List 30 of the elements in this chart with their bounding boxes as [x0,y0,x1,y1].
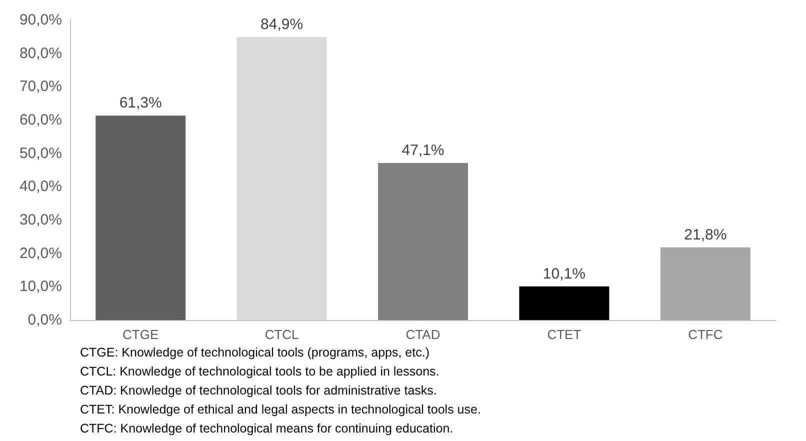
y-tick-label: 60,0% [19,112,62,128]
y-tick-label: 0,0% [28,312,62,328]
y-tick-label: 10,0% [19,278,62,296]
x-tick-label: CTET [547,327,582,342]
data-label: 10,1% [542,265,586,282]
y-tick-label: 50,0% [19,144,62,162]
bar [236,37,327,320]
text: CTCL: Knowledge of technological tools to be applied in lessons. [80,364,440,378]
y-tick-label: 30,0% [19,212,62,228]
data-label: 21,8% [684,226,727,244]
bar [96,116,186,320]
text: CTFC: Knowledge of technological means for continuing education. [80,422,454,436]
x-tick-label: CTCL [264,327,299,342]
y-tick-label: 90,0% [19,12,62,28]
x-tick-label: CTFC [688,327,723,342]
text: CTAD: Knowledge of technological tools for administrative tasks. [80,384,437,398]
x-tick-label: CTAD [406,327,440,342]
data-label: 47,1% [402,142,444,159]
data-label: 84,9% [260,16,304,33]
bar [519,286,610,320]
y-tick-label: 20,0% [19,244,62,262]
text: CTGE: Knowledge of technological tools (programs, apps, etc.) [80,346,430,360]
y-tick-label: 70,0% [19,78,62,96]
data-label: 61,3% [119,94,162,112]
bar [660,247,750,320]
text: CTET: Knowledge of ethical and legal aspects in technological tools use. [80,402,481,416]
y-tick-label: 80,0% [19,44,62,62]
y-tick-label: 40,0% [19,178,62,196]
x-tick-label: CTGE [122,327,159,342]
bar [378,163,468,320]
